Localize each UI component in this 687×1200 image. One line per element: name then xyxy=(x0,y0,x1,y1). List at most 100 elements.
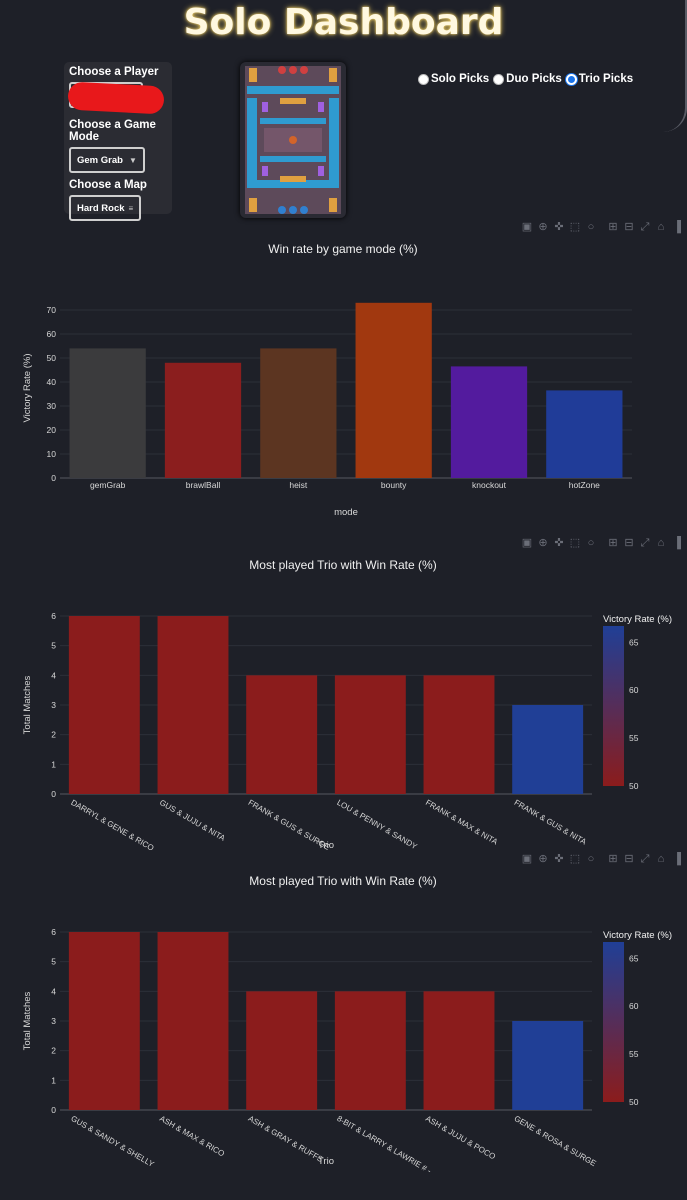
lasso-icon[interactable]: ○ xyxy=(587,537,595,549)
chart-title: Most played Trio with Win Rate (%) xyxy=(249,558,436,572)
radio-trio-label: Trio Picks xyxy=(578,73,634,85)
radio-checked-icon xyxy=(565,73,577,85)
radio-trio-picks[interactable]: Trio Picks xyxy=(565,73,634,85)
home-icon[interactable]: ⌂ xyxy=(657,853,665,865)
pan-icon[interactable]: ✜ xyxy=(554,221,564,233)
y-tick-label: 40 xyxy=(47,377,57,387)
chevron-down-icon: ▼ xyxy=(128,155,137,165)
radio-solo-picks[interactable]: Solo Picks xyxy=(418,73,489,85)
bar[interactable] xyxy=(246,991,318,1110)
x-tick-label: ASH & MAX & RICO xyxy=(158,1114,226,1158)
box-select-icon[interactable]: ⬚ xyxy=(569,853,581,865)
box-select-icon[interactable]: ⬚ xyxy=(569,537,581,549)
lasso-icon[interactable]: ○ xyxy=(587,853,595,865)
colorbar-tick-label: 50 xyxy=(629,1097,639,1107)
bar[interactable] xyxy=(450,366,528,478)
y-tick-label: 0 xyxy=(51,789,56,799)
zoom-out-icon[interactable]: ⊟ xyxy=(624,537,634,549)
x-tick-label: FRANK & MAX & NITA xyxy=(424,798,500,847)
bar[interactable] xyxy=(512,705,584,794)
colorbar-title: Victory Rate (%) xyxy=(603,930,672,941)
y-axis-label: Victory Rate (%) xyxy=(22,354,33,423)
bar[interactable] xyxy=(355,302,432,478)
bar[interactable] xyxy=(246,675,318,794)
bar[interactable] xyxy=(423,675,495,794)
bar[interactable] xyxy=(546,390,623,478)
modebar: ▣ ⊕ ✜ ⬚ ○ ⊞ ⊟ ⤢ ⌂ ▐ xyxy=(521,220,683,234)
page-title: Solo Dashboard xyxy=(183,2,504,43)
x-tick-label: knockout xyxy=(472,480,507,490)
y-tick-label: 10 xyxy=(47,449,57,459)
y-tick-label: 5 xyxy=(51,957,56,967)
zoom-icon[interactable]: ⊕ xyxy=(538,853,548,865)
game-mode-value: Gem Grab xyxy=(77,154,123,166)
y-tick-label: 60 xyxy=(47,329,57,339)
camera-icon[interactable]: ▣ xyxy=(521,853,533,865)
x-axis-label: mode xyxy=(334,507,358,518)
y-tick-label: 30 xyxy=(47,401,57,411)
bar[interactable] xyxy=(164,362,242,478)
colorbar xyxy=(603,942,624,1102)
bar[interactable] xyxy=(512,1021,584,1110)
game-mode-select[interactable]: Gem Grab ▼ xyxy=(69,147,145,173)
colorbar-tick-label: 55 xyxy=(629,1049,639,1059)
map-select[interactable]: Hard Rock ≡ xyxy=(69,195,142,221)
zoom-in-icon[interactable]: ⊞ xyxy=(608,537,618,549)
y-tick-label: 0 xyxy=(51,1105,56,1115)
zoom-in-icon[interactable]: ⊞ xyxy=(608,853,618,865)
y-tick-label: 50 xyxy=(47,353,57,363)
pan-icon[interactable]: ✜ xyxy=(554,853,564,865)
box-select-icon[interactable]: ⬚ xyxy=(569,221,581,233)
radio-solo-label: Solo Picks xyxy=(431,73,490,85)
game-mode-label: Choose a Game Mode xyxy=(69,119,156,143)
bar[interactable] xyxy=(334,991,406,1110)
y-tick-label: 3 xyxy=(51,700,56,710)
bar[interactable] xyxy=(423,991,495,1110)
bar[interactable] xyxy=(68,616,140,794)
y-tick-label: 1 xyxy=(51,759,56,769)
camera-icon[interactable]: ▣ xyxy=(521,221,533,233)
home-icon[interactable]: ⌂ xyxy=(657,537,665,549)
x-tick-label: hotZone xyxy=(569,480,600,490)
radio-icon xyxy=(418,73,429,85)
radio-duo-picks[interactable]: Duo Picks xyxy=(493,73,562,85)
x-tick-label: FRANK & GUS & NITA xyxy=(513,798,589,847)
zoom-icon[interactable]: ⊕ xyxy=(538,537,548,549)
plotly-logo-icon[interactable]: ▐ xyxy=(673,221,681,233)
colorbar-tick-label: 65 xyxy=(629,637,639,647)
pan-icon[interactable]: ✜ xyxy=(554,537,564,549)
plotly-logo-icon[interactable]: ▐ xyxy=(673,537,681,549)
zoom-out-icon[interactable]: ⊟ xyxy=(624,221,634,233)
y-tick-label: 70 xyxy=(47,305,57,315)
y-tick-label: 5 xyxy=(51,641,56,651)
y-tick-label: 4 xyxy=(51,670,56,680)
bar[interactable] xyxy=(260,348,337,478)
x-axis-label: Trio xyxy=(318,840,334,851)
autoscale-icon[interactable]: ⤢ xyxy=(640,853,650,865)
x-tick-label: GUS & JUJU & NITA xyxy=(158,798,227,843)
redaction-mark xyxy=(67,81,165,115)
x-tick-label: GUS & SANDY & SHELLY xyxy=(69,1114,156,1169)
home-icon[interactable]: ⌂ xyxy=(657,221,665,233)
y-tick-label: 6 xyxy=(51,611,56,621)
x-axis-label: Trio xyxy=(318,1156,334,1167)
bar[interactable] xyxy=(334,675,406,794)
lasso-icon[interactable]: ○ xyxy=(587,221,595,233)
plotly-logo-icon[interactable]: ▐ xyxy=(673,853,681,865)
colorbar-tick-label: 55 xyxy=(629,733,639,743)
zoom-in-icon[interactable]: ⊞ xyxy=(608,221,618,233)
bar[interactable] xyxy=(68,932,140,1110)
zoom-out-icon[interactable]: ⊟ xyxy=(624,853,634,865)
autoscale-icon[interactable]: ⤢ xyxy=(640,537,650,549)
chart-trio-picks-2: Most played Trio with Win Rate (%) 0 1 2 3 4 5… xyxy=(22,874,672,1172)
bar[interactable] xyxy=(157,616,229,794)
bar[interactable] xyxy=(157,932,229,1110)
autoscale-icon[interactable]: ⤢ xyxy=(640,221,650,233)
bar[interactable] xyxy=(69,348,146,478)
radio-duo-label: Duo Picks xyxy=(506,73,562,85)
map-label: Choose a Map xyxy=(69,179,147,191)
zoom-icon[interactable]: ⊕ xyxy=(538,221,548,233)
x-tick-label: ASH & JUJU & POCO xyxy=(424,1114,497,1161)
camera-icon[interactable]: ▣ xyxy=(521,537,533,549)
colorbar-tick-label: 60 xyxy=(629,1001,639,1011)
